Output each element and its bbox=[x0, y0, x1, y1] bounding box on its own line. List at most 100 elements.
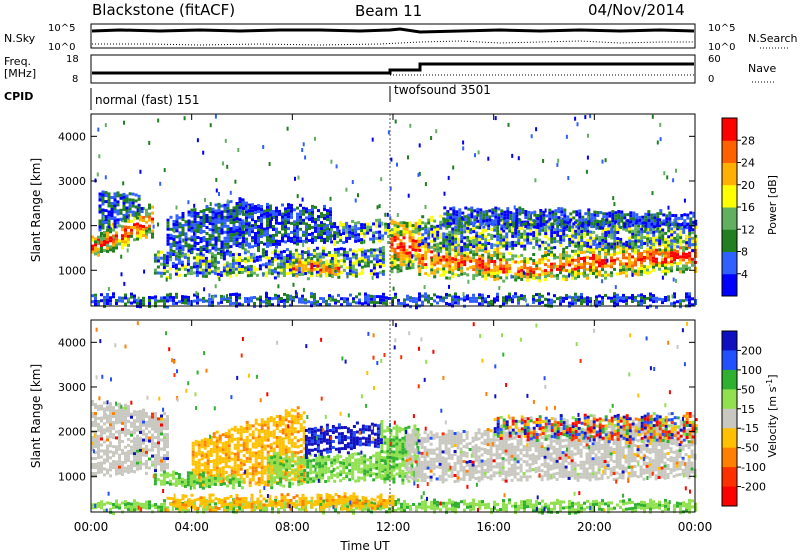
power-cell bbox=[375, 260, 379, 264]
power-cell bbox=[288, 265, 292, 269]
power-cell bbox=[217, 226, 221, 230]
power-cell bbox=[187, 301, 190, 305]
power-cell bbox=[213, 268, 217, 272]
power-cell bbox=[225, 249, 229, 253]
power-cell bbox=[463, 227, 467, 231]
power-cell bbox=[562, 229, 566, 233]
power-cell bbox=[299, 236, 302, 240]
power-cell bbox=[430, 271, 434, 275]
velocity-cell bbox=[197, 470, 201, 474]
power-cell bbox=[433, 243, 437, 247]
power-cell bbox=[300, 253, 304, 257]
power-cell bbox=[298, 261, 302, 264]
power-cell bbox=[231, 265, 235, 269]
velocity-cell bbox=[124, 415, 127, 419]
power-cell bbox=[490, 243, 494, 246]
power-cell bbox=[479, 220, 483, 224]
power-cell bbox=[334, 273, 338, 276]
velocity-cell bbox=[124, 430, 127, 434]
power-cell bbox=[127, 231, 130, 235]
power-cell bbox=[646, 256, 649, 260]
velocity-cell bbox=[133, 428, 136, 432]
power-cell bbox=[566, 218, 570, 222]
power-cell bbox=[418, 295, 421, 299]
power-cell bbox=[372, 231, 376, 235]
power-cell bbox=[293, 235, 296, 239]
power-cell bbox=[673, 245, 677, 249]
velocity-cell bbox=[227, 441, 231, 445]
power-cell bbox=[326, 212, 329, 216]
power-cell bbox=[314, 223, 317, 227]
power-cell bbox=[466, 247, 470, 251]
velocity-cell bbox=[121, 427, 124, 431]
power-cell bbox=[554, 215, 558, 219]
power-cell bbox=[656, 212, 660, 216]
power-cell bbox=[663, 171, 666, 176]
power-cell bbox=[330, 228, 334, 232]
power-cell bbox=[172, 241, 176, 244]
power-cell bbox=[357, 193, 359, 198]
velocity-cell bbox=[215, 469, 219, 473]
power-cell bbox=[318, 255, 322, 259]
velocity-cell bbox=[145, 450, 148, 454]
power-cell bbox=[533, 219, 537, 223]
power-cell bbox=[266, 232, 269, 236]
power-cell bbox=[461, 211, 465, 215]
power-cell bbox=[342, 253, 346, 257]
power-cell bbox=[249, 270, 253, 274]
power-cell bbox=[557, 219, 561, 223]
power-cell bbox=[201, 259, 205, 263]
velocity-cell bbox=[151, 427, 154, 431]
power-cell bbox=[656, 218, 660, 222]
power-cell bbox=[421, 221, 425, 225]
power-cell bbox=[378, 221, 382, 225]
power-cell bbox=[580, 272, 583, 276]
power-cell bbox=[127, 297, 130, 302]
power-cell bbox=[397, 301, 400, 305]
power-cell bbox=[226, 242, 230, 246]
power-cell bbox=[234, 273, 238, 277]
power-cell bbox=[123, 215, 126, 220]
power-cell bbox=[220, 297, 223, 301]
velocity-cell bbox=[139, 415, 142, 419]
power-cell bbox=[284, 225, 287, 229]
power-cell bbox=[253, 253, 256, 257]
power-cell bbox=[475, 273, 479, 277]
power-cell bbox=[499, 218, 503, 222]
power-cell bbox=[330, 240, 334, 244]
velocity-cell bbox=[163, 463, 166, 467]
power-cell bbox=[213, 265, 217, 269]
power-cell bbox=[647, 219, 651, 223]
power-cell bbox=[652, 253, 655, 257]
power-cell bbox=[354, 224, 358, 228]
power-cell bbox=[322, 300, 325, 304]
power-cell bbox=[478, 296, 481, 300]
power-cell bbox=[679, 302, 682, 306]
power-cell bbox=[287, 209, 290, 213]
power-cell bbox=[481, 259, 485, 263]
velocity-cell bbox=[118, 405, 121, 409]
velocity-cell bbox=[221, 478, 225, 482]
power-cell bbox=[475, 237, 479, 241]
power-cell bbox=[481, 253, 485, 257]
power-cell bbox=[342, 256, 346, 260]
velocity-cell bbox=[166, 427, 169, 431]
power-cell bbox=[151, 229, 154, 233]
power-cell bbox=[251, 236, 254, 240]
velocity-cell bbox=[91, 466, 94, 469]
power-cell bbox=[349, 293, 352, 297]
power-cell bbox=[436, 301, 439, 305]
power-cell bbox=[257, 225, 260, 228]
power-cell bbox=[351, 270, 355, 274]
velocity-cell bbox=[227, 450, 231, 454]
power-cell bbox=[667, 295, 670, 299]
power-cell bbox=[522, 270, 525, 275]
power-cell bbox=[214, 212, 218, 216]
power-cell bbox=[262, 300, 265, 304]
power-cell bbox=[115, 299, 118, 302]
velocity-cell bbox=[112, 421, 115, 425]
power-cell bbox=[565, 134, 568, 139]
power-cell bbox=[673, 255, 676, 259]
power-cell bbox=[358, 298, 361, 302]
power-cell bbox=[565, 297, 568, 300]
